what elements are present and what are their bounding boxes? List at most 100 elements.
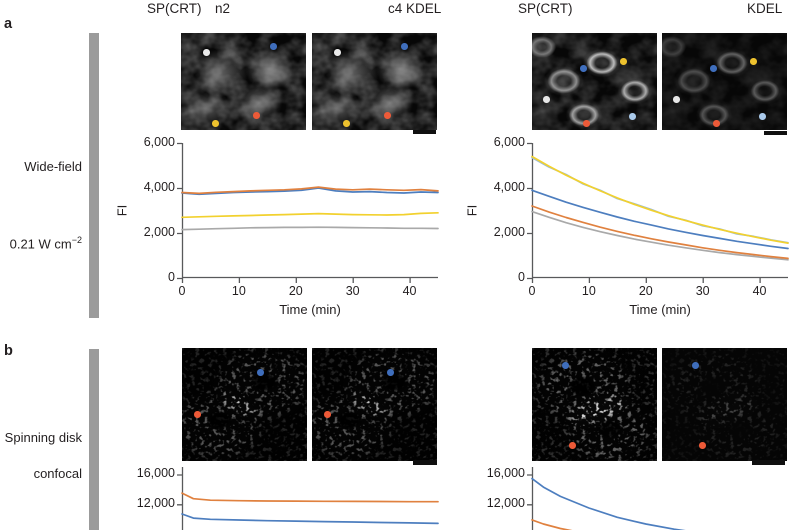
x-tick-label: 10 [231,284,246,298]
y-tick-label: 4,000 [493,180,525,194]
panel-a-divider-bar [89,33,99,318]
chart-a-left: FI Time (min) 0 2,000 4,000 6,000 0 10 20 30 40 [115,135,439,317]
roi-dot-white [543,96,550,103]
title-sp-crt-right: SP(CRT) [518,1,573,16]
series-blue [531,477,686,530]
plot-a-right [527,142,789,283]
noise-texture [181,33,306,130]
roi-dot-lightblue [759,113,766,120]
panel-b-divider-bar [89,349,99,530]
roi-dot-yellow [620,58,627,65]
plot-b-right [527,467,686,530]
x-tick-label: 30 [345,284,360,298]
scale-bar [764,131,787,135]
axes [177,142,438,283]
series-yellow [181,211,439,219]
panel-b-letter: b [4,343,13,359]
scale-bar [413,460,437,465]
series-blue [531,189,789,250]
micrograph-a-right-1 [532,33,657,130]
series-orange [181,186,439,195]
roi-dot-red [569,442,576,449]
y-axis-label: FI [464,204,480,216]
cell-vignette [662,348,787,461]
roi-dot-blue [387,369,394,376]
micrograph-b-left-2 [312,348,437,461]
series-blue [181,513,439,525]
y-axis-label: FI [114,204,130,216]
roi-dot-red [194,411,201,418]
condition-spinning-disk: Spinning disk [4,430,82,445]
micrograph-b-right-1 [532,348,657,461]
series-gray [531,210,789,261]
axes [527,142,788,283]
roi-dot-white [203,49,210,56]
power-value: 0.21 W cm [9,236,72,252]
y-tick-label: 12,000 [136,496,175,511]
cell-vignette [532,348,657,461]
roi-dot-blue [270,43,277,50]
micrograph-b-left-1 [182,348,307,461]
micrograph-b-right-2 [662,348,787,461]
series-lightblue [531,156,789,244]
roi-dot-lightblue [629,113,636,120]
series-orange [531,205,789,260]
roi-dot-blue [580,65,587,72]
scale-bar [752,460,785,465]
micrograph-a-left-1 [181,33,306,130]
cell-vignette [312,348,437,461]
y-tick-label: 6,000 [493,135,525,149]
roi-dot-yellow [750,58,757,65]
noise-texture [312,33,437,130]
x-tick-label: 10 [581,284,596,298]
roi-dot-blue [562,362,569,369]
x-tick-label: 40 [402,284,417,298]
roi-dot-yellow [212,120,219,127]
roi-dot-white [334,49,341,56]
noise-texture [532,33,657,130]
axes [527,467,534,530]
chart-b-right: 16,000 12,000 [487,466,788,530]
series-blue [181,187,439,196]
x-tick-label: 0 [528,284,536,298]
x-axis-label: Time (min) [629,302,691,317]
x-axis-label: Time (min) [279,302,341,317]
series-gray [181,226,439,231]
series-orange [181,492,439,503]
title-kdel: KDEL [747,1,783,16]
micrograph-a-right-2 [662,33,787,130]
roi-dot-red [324,411,331,418]
roi-dot-red [699,442,706,449]
roi-dot-red [713,120,720,127]
y-tick-label: 2,000 [143,225,175,239]
roi-dot-blue [257,369,264,376]
y-tick-label: 4,000 [143,180,175,194]
power-exponent: −2 [71,235,82,245]
cell-vignette [182,348,307,461]
y-tick-label: 16,000 [486,466,525,481]
y-tick-label: 12,000 [486,496,525,511]
x-tick-label: 20 [288,284,303,298]
series-orange [531,519,573,530]
chart-b-left: 16,000 12,000 [137,466,439,530]
scale-bar [413,130,436,134]
roi-dot-blue [692,362,699,369]
roi-dot-yellow [343,120,350,127]
roi-dot-blue [710,65,717,72]
micrograph-a-left-2 [312,33,437,130]
title-n2: n2 [215,1,231,16]
x-tick-label: 0 [178,284,186,298]
roi-dot-blue [401,43,408,50]
plot-a-left [177,142,439,283]
y-tick-label: 6,000 [143,135,175,149]
roi-dot-red [253,112,260,119]
roi-dot-red [583,120,590,127]
title-c4-kdel: c4 KDEL [388,1,442,16]
y-tick-label: 16,000 [136,466,175,481]
condition-power: 0.21 W cm−2 [0,233,82,251]
condition-widefield: Wide-field [24,159,82,174]
roi-dot-white [673,96,680,103]
title-sp-crt-left: SP(CRT) [147,1,202,16]
y-tick-label: 0 [168,270,175,284]
